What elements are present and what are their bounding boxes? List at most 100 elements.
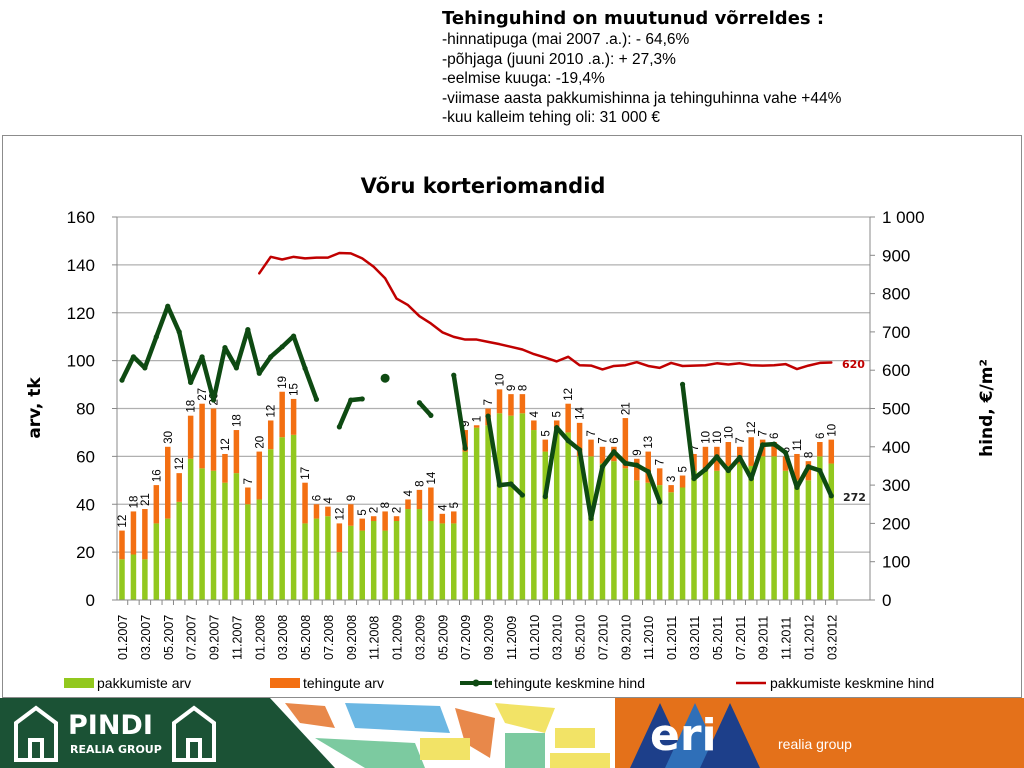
x-tick-label: 11.2008 bbox=[368, 616, 382, 660]
summary-line: -põhjaga (juuni 2010 .a.): + 27,3% bbox=[442, 50, 676, 68]
x-tick-label: 11.2007 bbox=[230, 616, 244, 660]
bar-tehingute-arv bbox=[519, 394, 526, 414]
bar-tehingute-arv bbox=[565, 403, 571, 433]
bar-tehingute-arv bbox=[794, 453, 800, 481]
data-label: 7 bbox=[758, 430, 770, 436]
bar-tehingute-arv bbox=[428, 487, 434, 522]
bar-tehingute-arv bbox=[725, 442, 732, 466]
data-label: 8 bbox=[803, 452, 815, 458]
data-label: 9 bbox=[632, 449, 644, 455]
bar-tehingute-arv bbox=[222, 453, 228, 483]
legend-marker bbox=[472, 679, 480, 687]
bar-tehingute-arv bbox=[588, 439, 594, 457]
data-label: 18 bbox=[186, 400, 198, 413]
x-tick-label: 03.2008 bbox=[276, 615, 290, 660]
chart: Võru korteriomandid 12182116301218272612… bbox=[25, 174, 997, 691]
bar-tehingute-arv bbox=[302, 482, 308, 524]
data-label: 15 bbox=[289, 383, 301, 396]
y-tick-label: 100 bbox=[67, 352, 95, 371]
line-tehingute-keskmine-hind-point bbox=[380, 373, 390, 383]
bar-tehingute-arv bbox=[256, 451, 263, 500]
gridlines bbox=[117, 216, 870, 553]
bar-tehingute-arv bbox=[210, 408, 217, 471]
data-label: 6 bbox=[609, 437, 621, 443]
data-label: 18 bbox=[128, 496, 140, 509]
bar-pakkumiste-arv bbox=[794, 480, 800, 600]
data-label: 12 bbox=[220, 438, 232, 451]
data-label: 14 bbox=[575, 406, 587, 419]
x-tick-label: 01.2007 bbox=[116, 615, 130, 660]
bar-pakkumiste-arv bbox=[576, 456, 583, 600]
data-label: 8 bbox=[517, 385, 529, 391]
data-label: 3 bbox=[666, 476, 678, 482]
bar-tehingute-arv bbox=[473, 425, 480, 428]
x-tick-label: 05.2007 bbox=[162, 615, 176, 660]
x-tick-label: 09.2009 bbox=[482, 615, 496, 660]
data-label: 5 bbox=[678, 466, 690, 472]
y2-tick-label: 500 bbox=[882, 400, 910, 419]
bar-pakkumiste-arv bbox=[176, 501, 182, 600]
data-label: 4 bbox=[403, 489, 415, 496]
legend-label: tehingute arv bbox=[303, 675, 384, 691]
end-label-deal-price: 272 bbox=[843, 491, 866, 504]
data-label: 13 bbox=[643, 436, 655, 449]
bar-pakkumiste-arv bbox=[622, 468, 629, 600]
bar-pakkumiste-arv bbox=[416, 509, 423, 600]
data-label: 21 bbox=[620, 402, 632, 415]
eri-logo: eri realia group bbox=[615, 698, 1024, 768]
bar-pakkumiste-arv bbox=[599, 463, 606, 600]
bar-tehingute-arv bbox=[645, 451, 651, 483]
data-label: 7 bbox=[735, 437, 747, 443]
bar-pakkumiste-arv bbox=[485, 425, 491, 600]
bar-tehingute-arv bbox=[542, 439, 549, 452]
bar-pakkumiste-arv bbox=[553, 432, 560, 600]
bar-tehingute-arv bbox=[176, 473, 182, 502]
bar-tehingute-arv bbox=[325, 506, 331, 517]
data-label: 2 bbox=[369, 507, 381, 513]
bar-pakkumiste-arv bbox=[119, 559, 125, 600]
data-label: 7 bbox=[597, 437, 609, 443]
data-label: 11 bbox=[792, 439, 804, 451]
bar-pakkumiste-arv bbox=[210, 470, 217, 600]
bar-tehingute-arv bbox=[622, 418, 629, 469]
lines bbox=[119, 251, 834, 522]
y2-tick-label: 400 bbox=[882, 438, 910, 457]
data-label: 5 bbox=[449, 502, 461, 508]
bar-pakkumiste-arv bbox=[153, 523, 160, 600]
x-tick-label: 05.2008 bbox=[299, 615, 313, 660]
bar-tehingute-arv bbox=[142, 509, 148, 560]
data-label: 12 bbox=[117, 515, 129, 528]
data-label: 21 bbox=[140, 493, 152, 506]
bar-pakkumiste-arv bbox=[359, 530, 365, 600]
bar-tehingute-arv bbox=[199, 403, 205, 469]
x-tick-label: 03.2007 bbox=[139, 615, 153, 660]
summary-line: -hinnatipuga (mai 2007 .a.): - 64,6% bbox=[442, 31, 690, 48]
legend: pakkumiste arv tehingute arv tehingute k… bbox=[64, 675, 934, 691]
data-label: 12 bbox=[746, 421, 758, 434]
data-label: 10 bbox=[700, 431, 712, 444]
bar-pakkumiste-arv bbox=[679, 487, 686, 600]
bar-pakkumiste-arv bbox=[165, 518, 171, 600]
bar-tehingute-arv bbox=[451, 511, 457, 524]
x-tick-label: 03.2011 bbox=[688, 616, 702, 660]
x-tick-label: 01.2009 bbox=[391, 615, 405, 660]
map-graphic bbox=[255, 698, 615, 768]
bar-tehingute-arv bbox=[245, 487, 251, 505]
bar-pakkumiste-arv bbox=[496, 413, 503, 600]
x-tick-label: 07.2007 bbox=[185, 615, 199, 660]
bar-tehingute-arv bbox=[382, 511, 388, 531]
data-label: 14 bbox=[426, 471, 438, 484]
x-tick-label: 05.2010 bbox=[574, 615, 588, 660]
x-tick-label: 03.2010 bbox=[551, 615, 565, 660]
bar-tehingute-arv bbox=[370, 516, 377, 522]
x-tick-label: 01.2008 bbox=[253, 615, 267, 660]
bar-tehingute-arv bbox=[336, 523, 343, 553]
axes: 0204060801001201401600100200300400500600… bbox=[67, 208, 925, 660]
bar-pakkumiste-arv bbox=[245, 504, 251, 600]
bar-tehingute-arv bbox=[748, 437, 754, 466]
bar-tehingute-arv bbox=[119, 530, 125, 560]
house-icon bbox=[172, 705, 216, 762]
pindi-sub: REALIA GROUP bbox=[70, 743, 162, 756]
legend-swatch-pakkumiste-arv bbox=[64, 678, 94, 688]
bar-tehingute-arv bbox=[416, 489, 423, 510]
